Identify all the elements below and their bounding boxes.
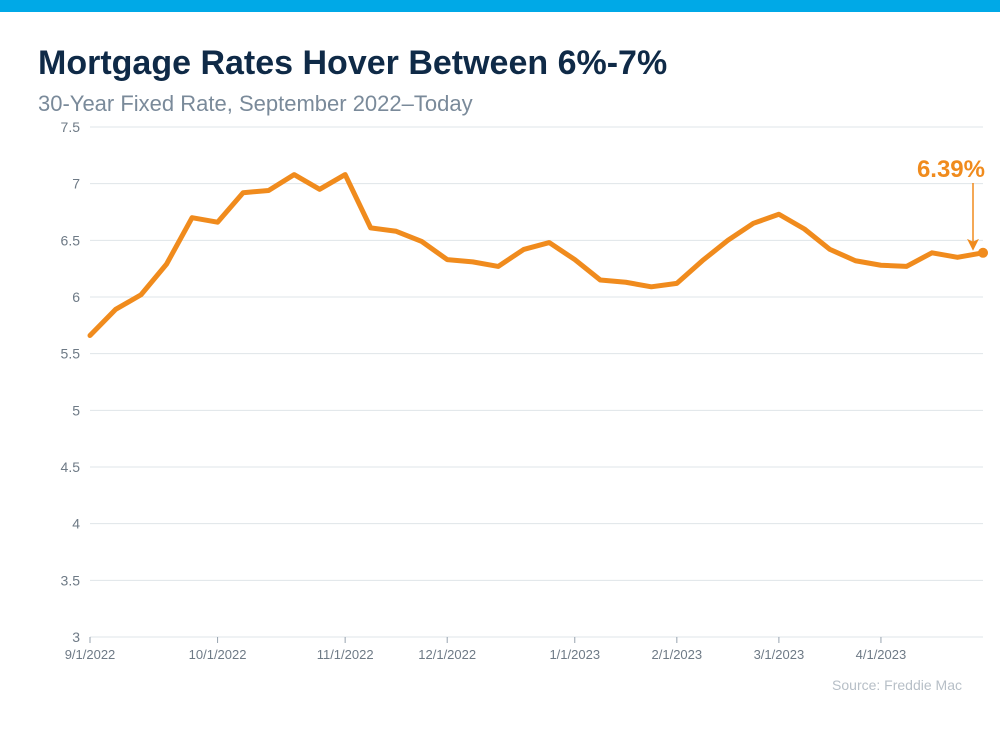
chart-container: Mortgage Rates Hover Between 6%-7% 30-Ye… bbox=[0, 12, 1000, 693]
xtick-label: 3/1/2023 bbox=[754, 647, 805, 662]
ytick-label: 4 bbox=[72, 516, 80, 532]
ytick-label: 6.5 bbox=[61, 232, 81, 248]
callout-label: 6.39% bbox=[917, 156, 985, 183]
chart-plot-area: 3 3.5 4 4.5 5 5.5 6 6.5 7 7.5 9/1/2022 10/1/2022 11/… bbox=[38, 117, 982, 677]
chart-subtitle: 30-Year Fixed Rate, September 2022–Today bbox=[38, 91, 982, 117]
xtick-label: 4/1/2023 bbox=[856, 647, 907, 662]
ytick-label: 7 bbox=[72, 176, 80, 192]
ytick-label: 5.5 bbox=[61, 346, 81, 362]
rate-line-series bbox=[90, 175, 983, 336]
xtick-label: 2/1/2023 bbox=[652, 647, 703, 662]
xtick-label: 12/1/2022 bbox=[418, 647, 476, 662]
ytick-label: 3 bbox=[72, 629, 80, 645]
ytick-label: 7.5 bbox=[61, 119, 81, 135]
xtick-label: 9/1/2022 bbox=[65, 647, 116, 662]
top-accent-bar bbox=[0, 0, 1000, 12]
ytick-label: 3.5 bbox=[61, 572, 81, 588]
endpoint-marker bbox=[978, 248, 988, 258]
xtick-label: 1/1/2023 bbox=[549, 647, 600, 662]
xtick-label: 11/1/2022 bbox=[317, 647, 374, 662]
xtick-label: 10/1/2022 bbox=[189, 647, 247, 662]
chart-source: Source: Freddie Mac bbox=[38, 677, 982, 693]
line-chart-svg: 3 3.5 4 4.5 5 5.5 6 6.5 7 7.5 9/1/2022 10/1/2022 11/… bbox=[38, 117, 998, 677]
ytick-label: 4.5 bbox=[61, 459, 81, 475]
ytick-label: 5 bbox=[72, 402, 80, 418]
chart-title: Mortgage Rates Hover Between 6%-7% bbox=[38, 44, 982, 83]
ytick-label: 6 bbox=[72, 289, 80, 305]
